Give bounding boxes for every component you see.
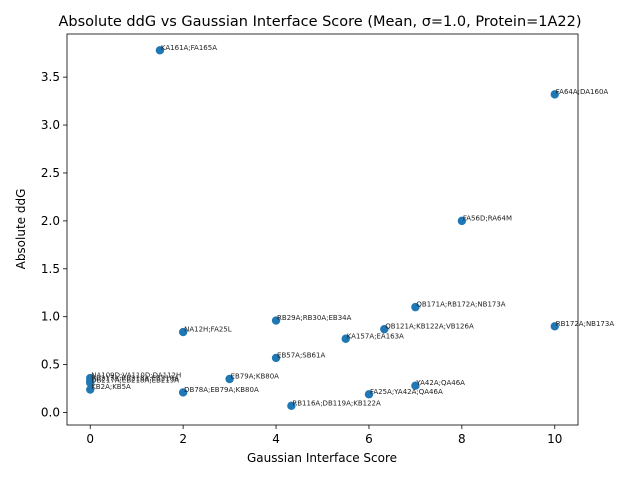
point-label: FA64A;DA160A (556, 88, 609, 96)
point-label: RB116A;DB119A;KB122A (292, 399, 381, 407)
data-point (86, 378, 95, 388)
point-label: QB121A;KB122A;VB126A (385, 323, 474, 331)
data-point (155, 46, 165, 55)
y-tick-label: 2.0 (41, 214, 60, 228)
x-tick-label: 2 (179, 432, 187, 446)
data-point (550, 322, 559, 331)
point-label: DB217A;EB218A;EB219A (91, 376, 179, 384)
point-label: RB172A;NB173A (556, 320, 615, 328)
x-tick-label: 4 (272, 432, 280, 446)
point-label: DB78A;EB79A;KB80A (184, 386, 259, 394)
point-label: KA157A;EA163A (347, 332, 404, 340)
point-label: QB171A;RB172A;NB173A (416, 301, 505, 309)
point-label: KA161A;FA165A (161, 44, 217, 52)
point-labels: KA161A;FA165A FA64A;DA160A FA56D;RA64M QB17… (91, 44, 614, 408)
point-label: NA12H;FA25L (184, 326, 232, 334)
y-tick-label: 1.0 (41, 310, 60, 324)
point-label: KB2A;KB5A (91, 383, 131, 391)
point-label: RB29A;RB30A;EB34A (277, 314, 352, 322)
y-tick-label: 1.5 (41, 262, 60, 276)
chart-title: Absolute ddG vs Gaussian Interface Score… (58, 14, 581, 30)
y-tick-label: 2.5 (41, 166, 60, 180)
y-axis-ticks: 0.0 0.5 1.0 1.5 2.0 2.5 3.0 3.5 (41, 70, 67, 420)
x-axis-ticks: 0 2 4 6 8 10 (86, 425, 562, 446)
data-point (364, 390, 374, 399)
data-point (86, 385, 95, 394)
data-point (287, 401, 296, 411)
point-label: FA56D;RA64M (463, 214, 512, 222)
data-point (550, 90, 559, 99)
point-label: EB57A;SB61A (277, 351, 325, 359)
y-tick-label: 3.5 (41, 70, 60, 84)
x-tick-label: 6 (365, 432, 373, 446)
x-tick-label: 10 (547, 432, 562, 446)
point-label: FA25A;YA42A;QA46A (370, 388, 443, 396)
point-label: YA42A;QA46A (415, 379, 465, 387)
y-tick-label: 0.0 (41, 406, 60, 420)
x-tick-label: 0 (86, 432, 94, 446)
data-point (341, 334, 350, 343)
data-point (457, 216, 467, 226)
data-point (178, 327, 188, 337)
point-label: EB79A;KB80A (231, 373, 280, 381)
plot-area: 0 2 4 6 8 10 0.0 0.5 1.0 1.5 2.0 2.5 3.0 3.5 KA161A;… (41, 33, 614, 446)
x-tick-label: 8 (458, 432, 466, 446)
data-point (411, 381, 420, 390)
data-points (86, 46, 559, 411)
plot-frame (66, 33, 579, 426)
x-axis-label: Gaussian Interface Score (247, 451, 397, 465)
data-point (178, 388, 188, 397)
point-label: NA109D;VA110D;DA112H (91, 372, 181, 380)
data-point (380, 324, 389, 334)
data-point (411, 302, 420, 312)
data-point (271, 353, 281, 363)
y-axis-label: Absolute ddG (14, 189, 28, 270)
y-tick-label: 3.0 (41, 118, 60, 132)
point-label: RB217A;RB218A;EB219A (91, 374, 179, 382)
data-point (225, 374, 234, 384)
data-point (271, 316, 281, 325)
y-tick-label: 0.5 (41, 358, 60, 372)
